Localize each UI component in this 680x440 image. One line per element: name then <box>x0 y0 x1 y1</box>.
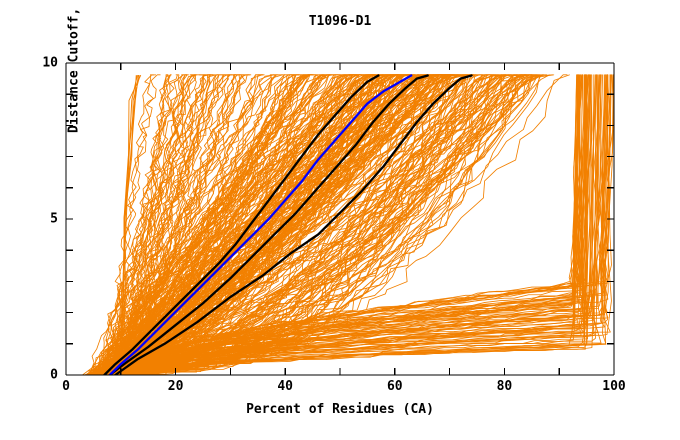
model-curve <box>95 74 317 376</box>
highlight-curve <box>114 74 473 377</box>
model-curve <box>96 74 548 376</box>
model-curve <box>91 74 475 376</box>
model-curve <box>99 74 493 376</box>
x-tick-label: 20 <box>167 379 184 394</box>
y-tick-label: 10 <box>42 55 58 71</box>
model-curve-outlier <box>113 75 140 376</box>
x-tick-label: 100 <box>602 379 626 394</box>
reference-curve <box>108 74 413 377</box>
model-curve <box>117 74 241 376</box>
model-curve <box>115 74 570 376</box>
model-curve <box>115 74 584 376</box>
model-curve <box>102 74 330 376</box>
model-curve <box>112 74 454 376</box>
model-curve <box>125 74 516 376</box>
y-tick-label: 0 <box>50 367 58 383</box>
x-tick-label: 60 <box>386 379 403 394</box>
curve-layer <box>82 74 615 377</box>
y-axis-label: Distance Cutoff, A <box>66 0 82 133</box>
model-curve <box>102 74 479 376</box>
x-tick-label: 0 <box>62 379 70 394</box>
highlight-curve <box>108 74 429 377</box>
model-curve <box>111 74 599 376</box>
model-curve <box>128 74 534 376</box>
model-curve <box>126 74 305 376</box>
x-tick-label: 80 <box>496 379 513 394</box>
model-curve <box>120 74 535 376</box>
model-curve <box>114 74 545 376</box>
model-curve <box>89 74 471 376</box>
model-curve <box>135 74 231 376</box>
model-curve <box>93 74 212 376</box>
x-tick-label: 40 <box>277 379 294 394</box>
model-curve <box>113 74 531 376</box>
model-curve <box>112 74 296 376</box>
model-curve <box>122 74 400 376</box>
model-curve <box>85 74 580 376</box>
model-curve <box>107 74 416 376</box>
plot-clip-mask <box>614 0 680 440</box>
highlight-curve <box>103 74 380 377</box>
model-curve <box>94 74 555 376</box>
model-curve <box>101 74 180 376</box>
model-curve <box>135 74 206 376</box>
model-curve-outlier <box>114 74 138 376</box>
chart-title: T1096-D1 <box>308 14 372 29</box>
model-curve <box>98 74 376 376</box>
model-curve <box>103 74 396 376</box>
plot-clip-mask <box>0 0 66 440</box>
plot-clip-mask <box>0 0 680 63</box>
model-curve <box>95 74 497 376</box>
model-curve <box>116 74 242 376</box>
model-curve <box>100 74 252 376</box>
x-axis-label: Percent of Residues (CA) <box>246 402 434 417</box>
model-curve <box>113 74 468 376</box>
model-curve <box>88 74 224 376</box>
y-tick-label: 5 <box>50 211 58 227</box>
model-curve <box>97 74 203 376</box>
model-curve <box>121 74 545 376</box>
model-curve <box>117 74 453 376</box>
model-curve <box>91 74 471 376</box>
model-curve <box>120 74 214 376</box>
model-curve <box>106 74 390 376</box>
model-curve <box>97 74 497 376</box>
model-curve <box>88 74 184 376</box>
model-curve <box>118 74 324 376</box>
plot-clip-mask <box>0 375 680 440</box>
model-curve <box>115 74 510 376</box>
